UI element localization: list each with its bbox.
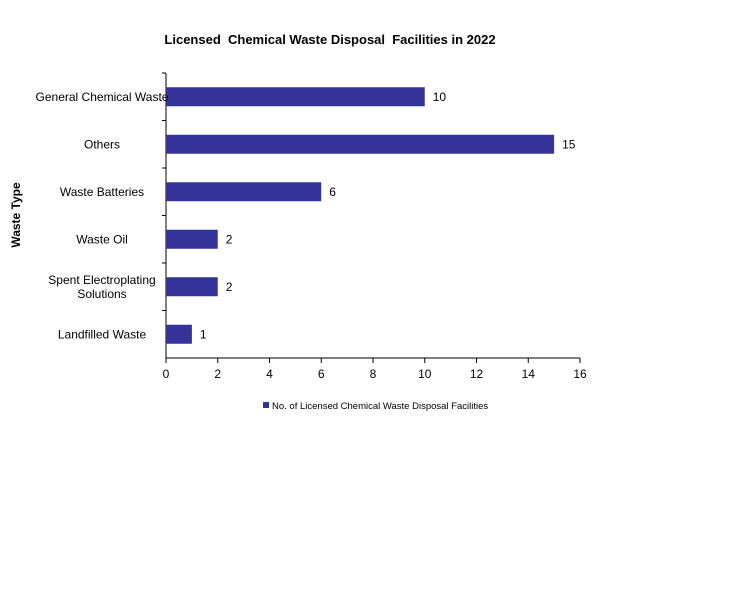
y-axis-label: Waste Type xyxy=(9,182,23,248)
data-label: 15 xyxy=(562,137,576,151)
bar xyxy=(166,87,425,107)
data-label: 6 xyxy=(329,185,336,199)
x-tick-label: 14 xyxy=(522,367,536,381)
x-tick-label: 2 xyxy=(214,367,221,381)
bar xyxy=(166,229,218,249)
category-label: Spent Electroplating Solutions xyxy=(48,273,155,301)
x-tick-label: 6 xyxy=(318,367,325,381)
x-tick-label: 8 xyxy=(370,367,377,381)
legend-swatch xyxy=(263,402,269,408)
category-label: General Chemical Waste xyxy=(36,90,169,104)
category-label: Waste Batteries xyxy=(60,185,144,199)
category-label: Others xyxy=(84,137,120,151)
x-tick-label: 0 xyxy=(163,367,170,381)
bar xyxy=(166,182,322,202)
x-tick-label: 4 xyxy=(266,367,273,381)
legend: No. of Licensed Chemical Waste Disposal … xyxy=(263,401,488,412)
category-label: Landfilled Waste xyxy=(58,327,147,341)
data-label: 2 xyxy=(226,280,233,294)
bar xyxy=(166,324,192,344)
data-label: 10 xyxy=(433,90,447,104)
bar xyxy=(166,277,218,297)
data-label: 2 xyxy=(226,232,233,246)
category-label: Waste Oil xyxy=(76,232,128,246)
data-label: 1 xyxy=(200,327,207,341)
chart-title: Licensed Chemical Waste Disposal Facilit… xyxy=(164,32,495,47)
bar xyxy=(166,134,555,154)
x-tick-label: 10 xyxy=(418,367,432,381)
legend-label: No. of Licensed Chemical Waste Disposal … xyxy=(272,401,488,412)
x-tick-label: 16 xyxy=(573,367,587,381)
x-tick-label: 12 xyxy=(470,367,484,381)
